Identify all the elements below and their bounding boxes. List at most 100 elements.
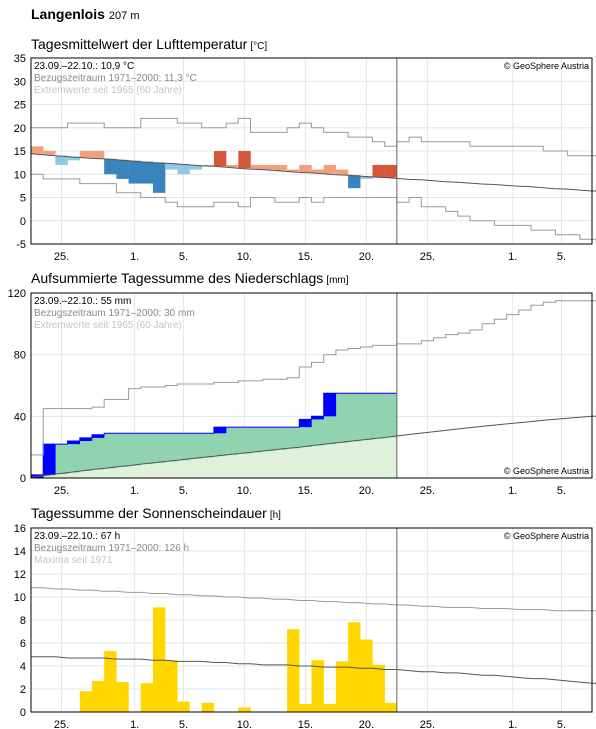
x-tick-label: 1.: [508, 719, 517, 729]
precipitation-daily-bar: [323, 393, 337, 417]
precipitation-surplus-bar: [67, 441, 80, 473]
precipitation-bar: [250, 452, 263, 478]
sunshine-bar: [238, 707, 251, 712]
precipitation-bar: [104, 468, 117, 478]
temperature-bar: [384, 164, 398, 178]
precipitation-bar: [372, 438, 385, 478]
precipitation-bar: [348, 441, 361, 478]
y-tick-label: 0: [20, 473, 26, 485]
precipitation-bar: [226, 454, 239, 478]
precipitation-surplus-bar: [250, 427, 263, 453]
precipitation-bar: [67, 472, 80, 478]
precipitation-surplus-bar: [348, 393, 361, 442]
sunshine-bar: [79, 691, 93, 712]
precipitation-bar: [55, 474, 68, 478]
temperature-bar: [116, 159, 129, 179]
x-tick-label: 1.: [508, 251, 517, 263]
precipitation-bar: [177, 460, 190, 478]
precipitation-surplus-bar: [55, 444, 68, 475]
temperature-bar: [43, 151, 56, 155]
temperature-bar: [152, 162, 166, 193]
station-header: Langenlois 207 m: [31, 6, 139, 22]
precipitation-panel-title: Aufsummierte Tagessumme des Niederschlag…: [31, 270, 349, 286]
x-tick-label: 5.: [557, 719, 566, 729]
y-tick-label: 10: [14, 169, 26, 181]
temperature-bar: [91, 151, 105, 159]
sunshine-bar: [335, 661, 349, 712]
y-tick-label: 10: [14, 592, 26, 604]
temperature-bar: [372, 164, 385, 178]
precipitation-surplus-bar: [262, 427, 276, 452]
precipitation-bar: [360, 440, 373, 478]
y-tick-label: 25: [14, 100, 26, 112]
x-tick-label: 25.: [420, 719, 435, 729]
x-tick-label: 25.: [420, 485, 435, 497]
y-tick-label: 35: [14, 53, 26, 65]
precipitation-surplus-bar: [104, 433, 117, 469]
temperature-bar: [262, 164, 276, 170]
precipitation-bar: [165, 461, 178, 478]
precipitation-daily-bar: [67, 441, 80, 445]
x-tick-label: 25.: [54, 251, 69, 263]
y-tick-label: 2: [20, 684, 26, 696]
sunshine-bar: [177, 701, 190, 712]
precipitation-bar: [116, 466, 129, 478]
precipitation-unit: [mm]: [326, 275, 349, 286]
x-tick-label: 5.: [179, 719, 188, 729]
reference-temperature-line: [30, 153, 596, 192]
precipitation-chart: 0 40 80 120 25. 1. 5. 10. 15. 20. 25. 1. 5. 23.09.–22…: [8, 288, 596, 497]
y-tick-label: -5: [16, 239, 26, 251]
precipitation-bar: [262, 451, 276, 478]
x-tick-label: 10.: [237, 251, 252, 263]
reference-sunshine-line: [31, 656, 596, 684]
x-tick-label: 10.: [237, 485, 252, 497]
precipitation-surplus-bar: [140, 433, 154, 465]
precipitation-bar: [213, 456, 227, 478]
y-tick-label: 80: [14, 350, 26, 362]
y-tick-label: 0: [20, 707, 26, 719]
temperature-bar: [323, 164, 337, 174]
plot-frame: [30, 527, 593, 713]
precipitation-surplus-bar: [372, 393, 385, 439]
x-tick-label: 5.: [179, 251, 188, 263]
precipitation-bar: [152, 462, 166, 478]
temperature-bar: [274, 164, 288, 171]
legend-extremes: Maxima seit 1971: [34, 555, 113, 566]
x-tick-label: 15.: [298, 485, 313, 497]
precipitation-surplus-bar: [79, 437, 93, 472]
temperature-bar: [189, 164, 202, 170]
temperature-bar: [299, 164, 312, 173]
sunshine-bar: [287, 629, 300, 712]
precipitation-surplus-bar: [274, 427, 288, 450]
station-altitude: 207 m: [108, 10, 140, 22]
sunshine-panel-title: Tagessumme der Sonnenscheindauer [h]: [31, 505, 281, 521]
temperature-bar: [79, 151, 93, 158]
y-tick-label: 16: [14, 523, 26, 535]
y-tick-label: 30: [14, 76, 26, 88]
plot-frame: [30, 292, 593, 479]
temperature-bar: [177, 164, 190, 175]
y-tick-label: 120: [8, 288, 26, 300]
max-temperature-line: [31, 117, 596, 157]
precipitation-bar: [128, 465, 141, 478]
sunshine-bar: [104, 651, 117, 712]
precipitation-surplus-bar: [226, 427, 239, 455]
precipitation-surplus-bar: [287, 427, 300, 449]
temperature-bar: [140, 161, 154, 184]
precipitation-bar: [140, 464, 154, 478]
x-tick-label: 25.: [54, 719, 69, 729]
legend-extremes: Extremwerte seit 1965 (60 Jahre): [34, 85, 182, 96]
sunshine-chart: 0 2 4 6 8 10 12 14 16 25. 1. 5. 10. 15. 20. 25. 1. 5. 23.0…: [14, 523, 596, 729]
min-temperature-line: [31, 173, 596, 240]
temperature-bar: [165, 163, 178, 170]
sunshine-bar: [140, 683, 154, 712]
precipitation-surplus-bar: [201, 433, 215, 458]
x-tick-label: 20.: [359, 485, 374, 497]
precipitation-surplus-bar: [360, 393, 373, 441]
precipitation-daily-bar: [299, 419, 312, 428]
precipitation-surplus-bar: [311, 416, 324, 446]
legend-period: 23.09.–22.10.: 67 h: [34, 531, 120, 542]
x-tick-label: 1.: [130, 719, 139, 729]
temperature-bar: [311, 169, 324, 173]
